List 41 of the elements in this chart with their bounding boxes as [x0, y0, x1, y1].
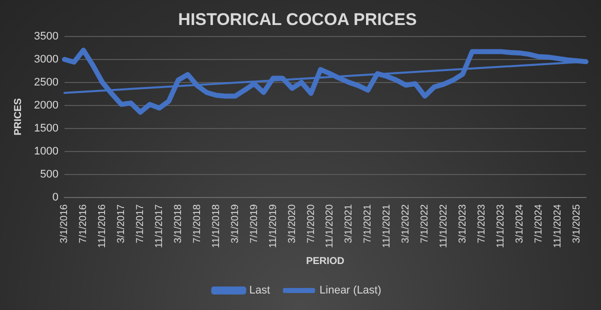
x-tick-label: 11/1/2016: [97, 204, 108, 248]
x-tick-label: 7/1/2019: [248, 204, 260, 244]
x-tick-label: 3/1/2016: [59, 204, 70, 244]
x-tick-label: 11/1/2024: [552, 204, 564, 248]
x-tick-label: 3/1/2019: [230, 204, 241, 244]
legend-label: Last: [249, 284, 270, 297]
x-tick-label: 3/1/2023: [457, 204, 468, 244]
x-tick-label: 11/1/2020: [324, 204, 336, 248]
y-axis-title: PRICES: [12, 98, 24, 136]
x-tick-label: 7/1/2023: [476, 204, 488, 244]
y-tick-label: 0: [52, 191, 58, 204]
y-tick-label: 500: [40, 168, 58, 180]
x-tick-label: 3/1/2018: [173, 204, 184, 244]
x-tick-label: 7/1/2021: [362, 204, 374, 244]
x-tick-label: 7/1/2016: [78, 204, 90, 244]
x-tick-label: 7/1/2018: [192, 204, 203, 244]
y-tick-label: 2000: [34, 99, 58, 112]
y-tick-label: 3000: [34, 53, 58, 66]
x-tick-label: 11/1/2022: [438, 204, 450, 248]
chart-title: HISTORICAL COCOA PRICES: [178, 10, 417, 29]
x-tick-label: 7/1/2022: [420, 204, 431, 244]
x-tick-label: 11/1/2019: [268, 204, 279, 248]
x-tick-label: 11/1/2021: [382, 204, 393, 248]
x-tick-label: 3/1/2025: [571, 204, 582, 244]
x-tick-label: 7/1/2024: [533, 204, 544, 244]
x-tick-label: 3/1/2022: [400, 204, 412, 244]
x-tick-label: 11/1/2023: [495, 204, 506, 248]
x-tick-label: 3/1/2017: [116, 204, 128, 244]
x-tick-label: 3/1/2020: [286, 204, 298, 244]
legend-label: Linear (Last): [320, 284, 382, 297]
x-tick-label: 11/1/2018: [210, 204, 222, 248]
x-tick-label: 11/1/2017: [154, 204, 166, 248]
x-tick-label: 7/1/2017: [135, 204, 146, 244]
y-tick-label: 1500: [34, 122, 58, 134]
x-tick-label: 3/1/2021: [344, 204, 355, 244]
x-tick-label: 7/1/2020: [306, 204, 317, 244]
x-tick-label: 3/1/2024: [514, 204, 526, 244]
x-axis-title: PERIOD: [306, 256, 344, 267]
y-tick-label: 3500: [34, 30, 58, 42]
y-tick-label: 2500: [34, 76, 58, 88]
y-tick-label: 1000: [34, 145, 58, 158]
